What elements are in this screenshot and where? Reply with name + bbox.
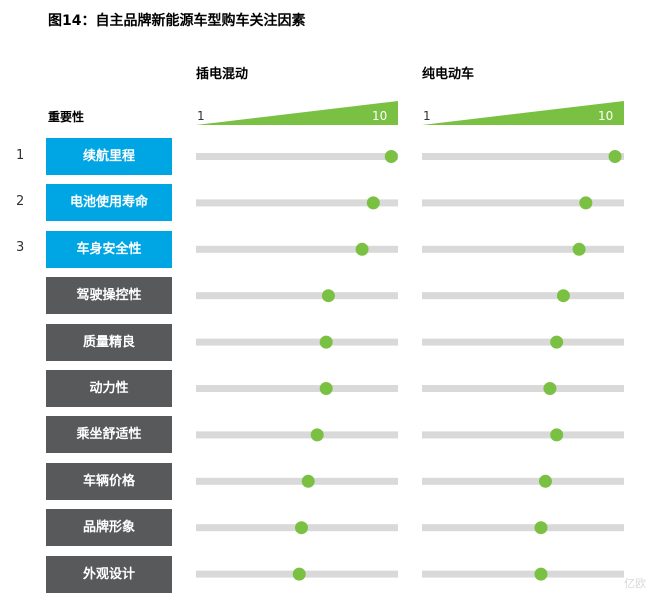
track-bar [196, 477, 398, 485]
data-point [556, 289, 570, 303]
data-point [366, 196, 380, 210]
track-bar [422, 570, 624, 578]
category-label: 电池使用寿命 [46, 184, 172, 222]
data-point [321, 289, 335, 303]
category-label: 车辆价格 [46, 462, 172, 500]
track-bar [422, 477, 624, 485]
track-bar [422, 153, 624, 160]
category-label: 车身安全性 [46, 230, 172, 268]
scale-wedge [422, 101, 624, 125]
data-point [294, 521, 308, 535]
track-bar [422, 338, 624, 346]
category-label: 品牌形象 [46, 509, 172, 547]
data-point [543, 382, 557, 395]
data-point [608, 150, 622, 163]
data-point [319, 382, 333, 395]
data-point [550, 335, 564, 349]
data-point [292, 567, 306, 581]
scale-min-label: 1 [197, 109, 205, 123]
series-title-bev: 纯电动车 [422, 67, 475, 82]
track-bar [196, 431, 398, 439]
scale-max-label: 10 [372, 109, 387, 123]
category-label: 乘坐舒适性 [46, 416, 172, 454]
data-point [538, 474, 552, 488]
track-bar [196, 338, 398, 346]
scale-max-label: 10 [598, 109, 613, 123]
track-bar [422, 385, 624, 392]
scale-min-label: 1 [423, 109, 431, 123]
track-bar [196, 385, 398, 392]
category-label: 动力性 [46, 370, 172, 407]
track-bar [196, 292, 398, 300]
rank-number: 1 [16, 147, 25, 163]
track-bar [196, 153, 398, 160]
data-point [579, 196, 593, 210]
data-point [534, 567, 548, 581]
series-title-phev: 插电混动 [196, 67, 249, 82]
category-label: 续航里程 [46, 138, 172, 175]
track-bar [196, 199, 398, 207]
chart-title: 图14：自主品牌新能源车型购车关注因素 [48, 13, 306, 29]
category-label: 质量精良 [46, 323, 172, 361]
data-point [355, 242, 369, 256]
rank-number: 2 [16, 193, 25, 209]
data-point [572, 242, 586, 256]
scale-wedge [196, 101, 398, 125]
track-bar [196, 245, 398, 253]
data-point [384, 150, 398, 163]
data-point [301, 474, 315, 488]
track-bar [422, 199, 624, 207]
watermark: 亿欧 [624, 577, 646, 590]
data-point [319, 335, 333, 349]
importance-label: 重要性 [48, 110, 85, 124]
track-bar [422, 292, 624, 300]
data-point [310, 428, 324, 442]
track-bar [422, 524, 624, 532]
track-bar [422, 431, 624, 439]
rank-number: 3 [16, 240, 25, 256]
data-point [550, 428, 564, 442]
category-label: 外观设计 [46, 555, 172, 593]
data-point [534, 521, 548, 535]
category-label: 驾驶操控性 [46, 277, 172, 315]
track-bar [422, 245, 624, 253]
